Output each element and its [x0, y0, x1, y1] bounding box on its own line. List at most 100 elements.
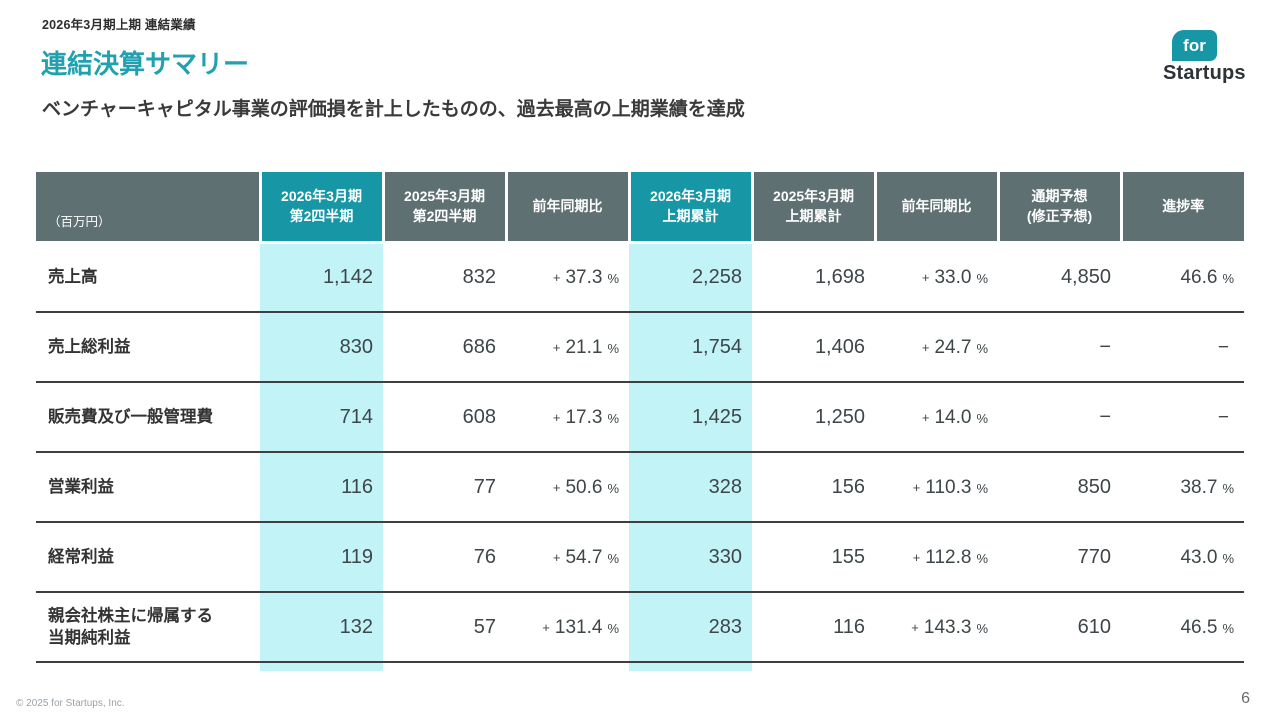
cell-forecast: −: [998, 312, 1121, 383]
cell-h1-fy2026: 328: [629, 452, 752, 523]
row-label: 売上総利益: [36, 312, 260, 383]
logo-for-badge-icon: for: [1172, 30, 1217, 61]
footer-copyright: © 2025 for Startups, Inc.: [16, 698, 125, 709]
cell-h1-fy2025: 1,698: [752, 242, 875, 313]
col-header-forecast: 通期予想 (修正予想): [996, 172, 1121, 244]
cell-h1-fy2026: 283: [629, 592, 752, 663]
col-header-h1-fy2026: 2026年3月期 上期累計: [627, 172, 752, 244]
cell-yoy-q2: +50.6%: [506, 452, 629, 523]
cell-progress: 46.5%: [1121, 592, 1244, 663]
cell-forecast: 770: [998, 522, 1121, 593]
col-header-progress: 進捗率: [1119, 172, 1244, 244]
col-header-yoy-q2: 前年同期比: [504, 172, 629, 244]
cell-yoy-q2: +17.3%: [506, 382, 629, 453]
cell-q2-fy2025: 686: [383, 312, 506, 383]
cell-yoy-q2: +131.4%: [506, 592, 629, 663]
cell-yoy-q2: +37.3%: [506, 242, 629, 313]
row-label: 営業利益: [36, 452, 260, 523]
cell-q2-fy2025: 77: [383, 452, 506, 523]
logo-wordmark: Startups: [1163, 62, 1246, 84]
cell-progress: 46.6%: [1121, 242, 1244, 313]
plus-sign: +: [911, 619, 919, 635]
cell-q2-fy2026: 1,142: [260, 242, 383, 313]
cell-h1-fy2026: 1,754: [629, 312, 752, 383]
plus-sign: +: [552, 409, 561, 425]
cell-yoy-h1: +33.0%: [875, 242, 998, 313]
cell-progress: 43.0%: [1121, 522, 1244, 593]
cell-q2-fy2026: 132: [260, 592, 383, 663]
cell-forecast: −: [998, 382, 1121, 453]
cell-q2-fy2025: 76: [383, 522, 506, 593]
percent-unit: %: [976, 410, 988, 426]
plus-sign: +: [542, 619, 550, 635]
cell-progress: 38.7%: [1121, 452, 1244, 523]
table-row-sga: 販売費及び一般管理費 714 608 +17.3% 1,425 1,250 +1…: [36, 382, 1244, 453]
cell-forecast: 610: [998, 592, 1121, 663]
slide-eyebrow: 2026年3月期上期 連結業績: [42, 18, 196, 32]
table-row-net-income: 親会社株主に帰属する 当期純利益 132 57 +131.4% 283 116 …: [36, 592, 1244, 663]
page-title: 連結決算サマリー: [41, 49, 250, 79]
plus-sign: +: [552, 549, 561, 565]
cell-h1-fy2026: 2,258: [629, 242, 752, 313]
plus-sign: +: [921, 409, 930, 425]
percent-unit: %: [607, 480, 619, 496]
highlight-column-overhang: [260, 663, 383, 671]
row-label: 親会社株主に帰属する 当期純利益: [36, 592, 260, 663]
percent-unit: %: [607, 550, 619, 566]
percent-unit: %: [607, 620, 619, 636]
plus-sign: +: [921, 269, 930, 285]
col-header-yoy-h1: 前年同期比: [873, 172, 998, 244]
percent-unit: %: [976, 480, 988, 496]
col-header-h1-fy2025: 2025年3月期 上期累計: [750, 172, 875, 244]
cell-q2-fy2026: 116: [260, 452, 383, 523]
cell-forecast: 850: [998, 452, 1121, 523]
percent-unit: %: [976, 270, 988, 286]
percent-unit: %: [607, 270, 619, 286]
cell-h1-fy2025: 156: [752, 452, 875, 523]
col-header-q2-fy2025: 2025年3月期 第2四半期: [381, 172, 506, 244]
row-label: 販売費及び一般管理費: [36, 382, 260, 453]
cell-yoy-h1: +14.0%: [875, 382, 998, 453]
percent-unit: %: [1222, 550, 1234, 566]
plus-sign: +: [552, 269, 561, 285]
cell-h1-fy2026: 330: [629, 522, 752, 593]
cell-yoy-h1: +112.8%: [875, 522, 998, 593]
financial-summary-table: （百万円） 2026年3月期 第2四半期 2025年3月期 第2四半期 前年同期…: [36, 172, 1244, 671]
table-row-net-sales: 売上高 1,142 832 +37.3% 2,258 1,698 +33.0% …: [36, 242, 1244, 313]
table-row-gross-profit: 売上総利益 830 686 +21.1% 1,754 1,406 +24.7% …: [36, 312, 1244, 383]
col-header-q2-fy2026: 2026年3月期 第2四半期: [258, 172, 383, 244]
table-row-ordinary-income: 経常利益 119 76 +54.7% 330 155 +112.8% 770 4…: [36, 522, 1244, 593]
percent-unit: %: [1222, 620, 1234, 636]
cell-forecast: 4,850: [998, 242, 1121, 313]
percent-unit: %: [1222, 270, 1234, 286]
percent-unit: %: [1222, 480, 1234, 496]
results-table: （百万円） 2026年3月期 第2四半期 2025年3月期 第2四半期 前年同期…: [36, 172, 1244, 663]
percent-unit: %: [976, 620, 988, 636]
plus-sign: +: [921, 339, 930, 355]
percent-unit: %: [607, 410, 619, 426]
cell-h1-fy2025: 1,250: [752, 382, 875, 453]
cell-h1-fy2026: 1,425: [629, 382, 752, 453]
cell-yoy-h1: +24.7%: [875, 312, 998, 383]
cell-progress: −: [1121, 312, 1244, 383]
cell-q2-fy2026: 714: [260, 382, 383, 453]
row-label: 売上高: [36, 242, 260, 313]
table-header-row: （百万円） 2026年3月期 第2四半期 2025年3月期 第2四半期 前年同期…: [36, 172, 1244, 244]
plus-sign: +: [552, 339, 561, 355]
cell-h1-fy2025: 1,406: [752, 312, 875, 383]
cell-yoy-h1: +110.3%: [875, 452, 998, 523]
percent-unit: %: [976, 550, 988, 566]
plus-sign: +: [912, 479, 921, 495]
cell-q2-fy2025: 832: [383, 242, 506, 313]
page-number: 6: [1241, 690, 1250, 707]
percent-unit: %: [607, 340, 619, 356]
table-row-operating-income: 営業利益 116 77 +50.6% 328 156 +110.3% 850 3…: [36, 452, 1244, 523]
plus-sign: +: [552, 479, 561, 495]
cell-h1-fy2025: 155: [752, 522, 875, 593]
cell-h1-fy2025: 116: [752, 592, 875, 663]
cell-yoy-q2: +21.1%: [506, 312, 629, 383]
cell-q2-fy2026: 830: [260, 312, 383, 383]
percent-unit: %: [976, 340, 988, 356]
cell-q2-fy2025: 608: [383, 382, 506, 453]
